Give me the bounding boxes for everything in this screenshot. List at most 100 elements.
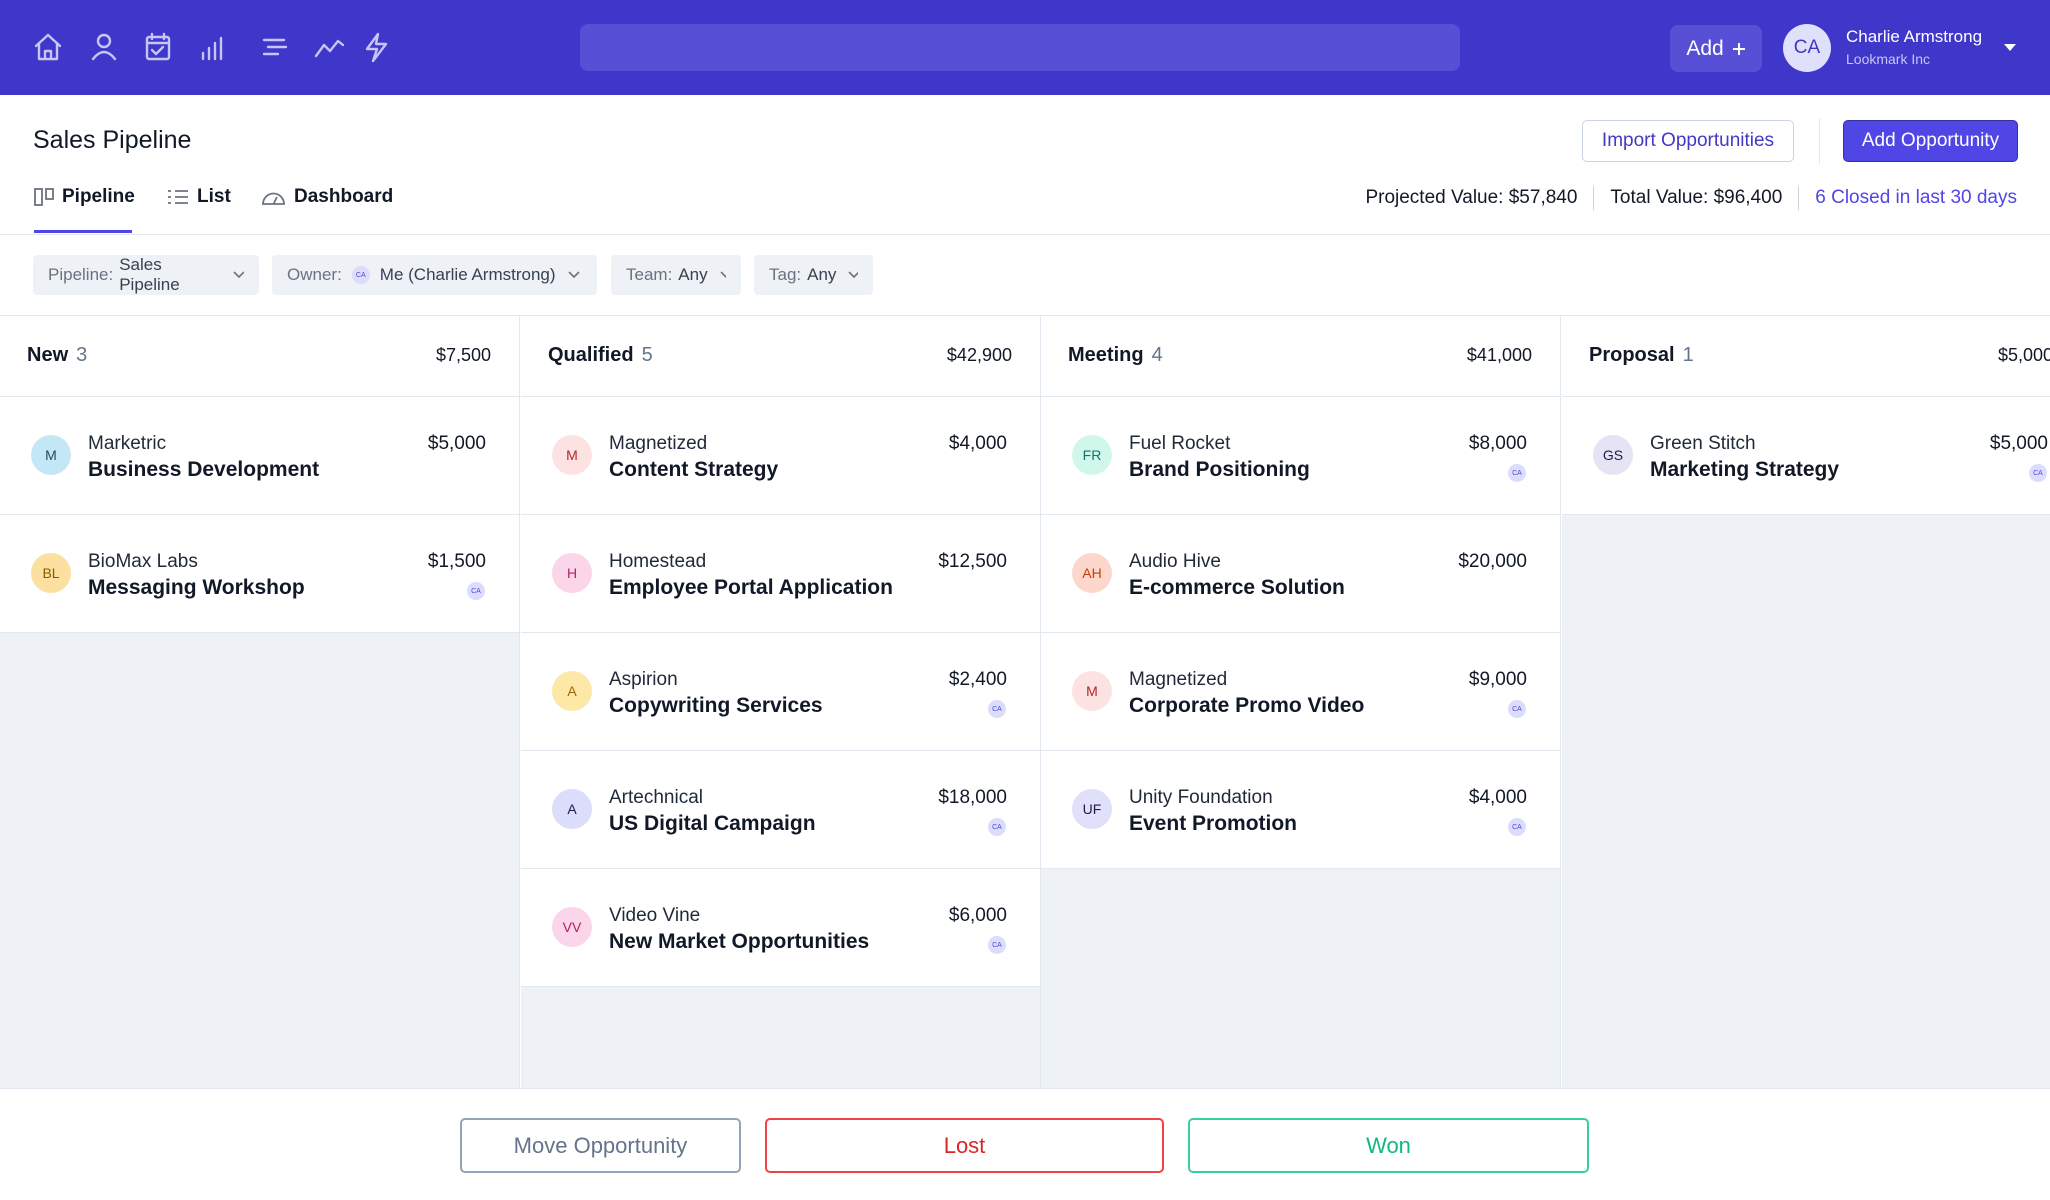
column-header: Proposal 1 $5,000	[1562, 316, 2050, 397]
owner-badge: CA	[988, 700, 1006, 718]
chevron	[720, 271, 726, 279]
tab[interactable]: Dashboard	[261, 186, 393, 208]
company-avatar: A	[552, 671, 592, 711]
tasks-icon[interactable]	[262, 38, 288, 56]
opportunity-title: Event Promotion	[1129, 812, 1298, 835]
tab-label: Dashboard	[294, 186, 394, 207]
company-avatar: M	[1072, 671, 1112, 711]
filter-label: Pipeline:	[48, 265, 114, 284]
owner-badge: CA	[1508, 700, 1526, 718]
opportunity-card[interactable]: UF Unity Foundation Event Promotion $4,000 C…	[1041, 751, 1560, 869]
stage-name: New	[27, 344, 69, 366]
tab[interactable]: List	[167, 186, 231, 208]
opportunity-title: US Digital Campaign	[609, 812, 816, 835]
stage-name: Qualified	[548, 344, 634, 366]
chevron	[233, 271, 244, 279]
column-header: Qualified 5 $42,900	[521, 316, 1040, 397]
page-title: Sales Pipeline	[33, 126, 192, 154]
pipeline-column: Qualified 5 $42,900 M Magnetized Content Stra…	[521, 316, 1041, 1088]
company-name: Marketric	[88, 433, 167, 454]
opportunity-card[interactable]: A Artechnical US Digital Campaign $18,000 CA	[521, 751, 1040, 869]
opportunity-amount: $5,000	[1989, 433, 2048, 454]
home-icon[interactable]	[34, 33, 62, 61]
list-icon	[168, 190, 188, 204]
column-header: New 3 $7,500	[0, 316, 519, 397]
opportunity-card[interactable]: M Magnetized Content Strategy $4,000	[521, 397, 1040, 515]
projected-value: Projected Value: $57,840	[1365, 187, 1578, 208]
opportunity-title: Copywriting Services	[609, 694, 823, 717]
opportunity-title: Business Development	[88, 458, 320, 481]
company-name: Video Vine	[609, 905, 701, 926]
analytics-icon[interactable]	[314, 39, 345, 58]
reports-icon[interactable]	[201, 36, 223, 61]
filter-chip[interactable]: Owner: CA Me (Charlie Armstrong)	[272, 255, 597, 295]
company-avatar: M	[31, 435, 71, 475]
filter-chip[interactable]: Team: Any	[611, 255, 741, 295]
opportunity-card[interactable]: M Magnetized Corporate Promo Video $9,000 CA	[1041, 633, 1560, 751]
filter-label: Team:	[626, 265, 673, 284]
opportunity-amount: $18,000	[938, 787, 1007, 808]
owner-badge: CA	[1508, 464, 1526, 482]
opportunity-card[interactable]: A Aspirion Copywriting Services $2,400 CA	[521, 633, 1040, 751]
opportunity-title: E-commerce Solution	[1129, 576, 1345, 599]
lost-button[interactable]: Lost	[765, 1118, 1164, 1173]
owner-badge: CA	[2029, 464, 2047, 482]
stage-count: 3	[76, 344, 88, 366]
filter-value: Any	[678, 265, 708, 284]
company-name: Green Stitch	[1650, 433, 1756, 454]
import-button[interactable]: Import Opportunities	[1582, 120, 1794, 162]
company-name: Magnetized	[609, 433, 708, 454]
stage-count: 5	[641, 344, 653, 366]
opportunity-title: Messaging Workshop	[88, 576, 305, 599]
opportunity-card[interactable]: BL BioMax Labs Messaging Workshop $1,500 CA	[0, 515, 519, 633]
owner-badge: CA	[988, 936, 1006, 954]
move-button[interactable]: Move Opportunity	[460, 1118, 741, 1173]
filter-label: Owner:	[287, 265, 342, 284]
total-value: Total Value: $96,400	[1610, 187, 1783, 208]
opportunity-card[interactable]: H Homestead Employee Portal Application $12…	[521, 515, 1040, 633]
search-box[interactable]	[580, 24, 1460, 71]
user-avatar[interactable]: CA	[1783, 24, 1831, 72]
company-avatar: A	[552, 789, 592, 829]
top-nav: Add CA Charlie Armstrong Lookmark Inc	[0, 0, 2050, 95]
filter-chip[interactable]: Tag: Any	[754, 255, 873, 295]
tab-label: List	[197, 186, 231, 207]
company-name: Artechnical	[609, 787, 703, 808]
column-name: Qualified 5	[548, 344, 653, 367]
contacts-icon[interactable]	[91, 33, 117, 61]
opportunity-card[interactable]: FR Fuel Rocket Brand Positioning $8,000 CA	[1041, 397, 1560, 515]
opportunity-card[interactable]: VV Video Vine New Market Opportunities $6,0…	[521, 869, 1040, 987]
won-button[interactable]: Won	[1188, 1118, 1589, 1173]
filter-chip[interactable]: Pipeline: Sales Pipeline	[33, 255, 259, 295]
filter-value: Any	[807, 265, 837, 284]
opportunity-title: Brand Positioning	[1129, 458, 1310, 481]
owner-badge: CA	[467, 582, 485, 600]
company-name: Fuel Rocket	[1129, 433, 1231, 454]
company-name: Homestead	[609, 551, 707, 572]
company-avatar: H	[552, 553, 592, 593]
opportunity-amount: $8,000	[1468, 433, 1527, 454]
tab[interactable]: Pipeline	[34, 186, 135, 208]
opportunity-amount: $1,500	[427, 551, 486, 572]
company-avatar: GS	[1593, 435, 1633, 475]
opportunity-amount: $6,000	[948, 905, 1007, 926]
calendar-icon[interactable]	[145, 32, 171, 61]
company-avatar: AH	[1072, 553, 1112, 593]
stage-count: 4	[1151, 344, 1163, 366]
opportunity-card[interactable]: M Marketric Business Development $5,000	[0, 397, 519, 515]
pipeline-column: New 3 $7,500 M Marketric Business Development…	[0, 316, 520, 1088]
chevron	[848, 271, 858, 279]
dashboard-icon	[262, 192, 285, 205]
opportunity-card[interactable]: GS Green Stitch Marketing Strategy $5,000 CA	[1562, 397, 2050, 515]
opportunity-card[interactable]: AH Audio Hive E-commerce Solution $20,000	[1041, 515, 1560, 633]
user-menu-caret[interactable]	[2003, 43, 2017, 53]
add-opportunity-button[interactable]: Add Opportunity	[1843, 120, 2018, 162]
header-border	[0, 234, 2050, 235]
board: New 3 $7,500 M Marketric Business Development…	[0, 315, 2050, 1088]
add-button[interactable]: Add	[1670, 25, 1762, 72]
closed-count[interactable]: 6 Closed in last 30 days	[1815, 187, 2017, 208]
owner-badge: CA	[1508, 818, 1526, 836]
chevron	[567, 271, 580, 279]
automation-icon[interactable]	[365, 32, 388, 63]
